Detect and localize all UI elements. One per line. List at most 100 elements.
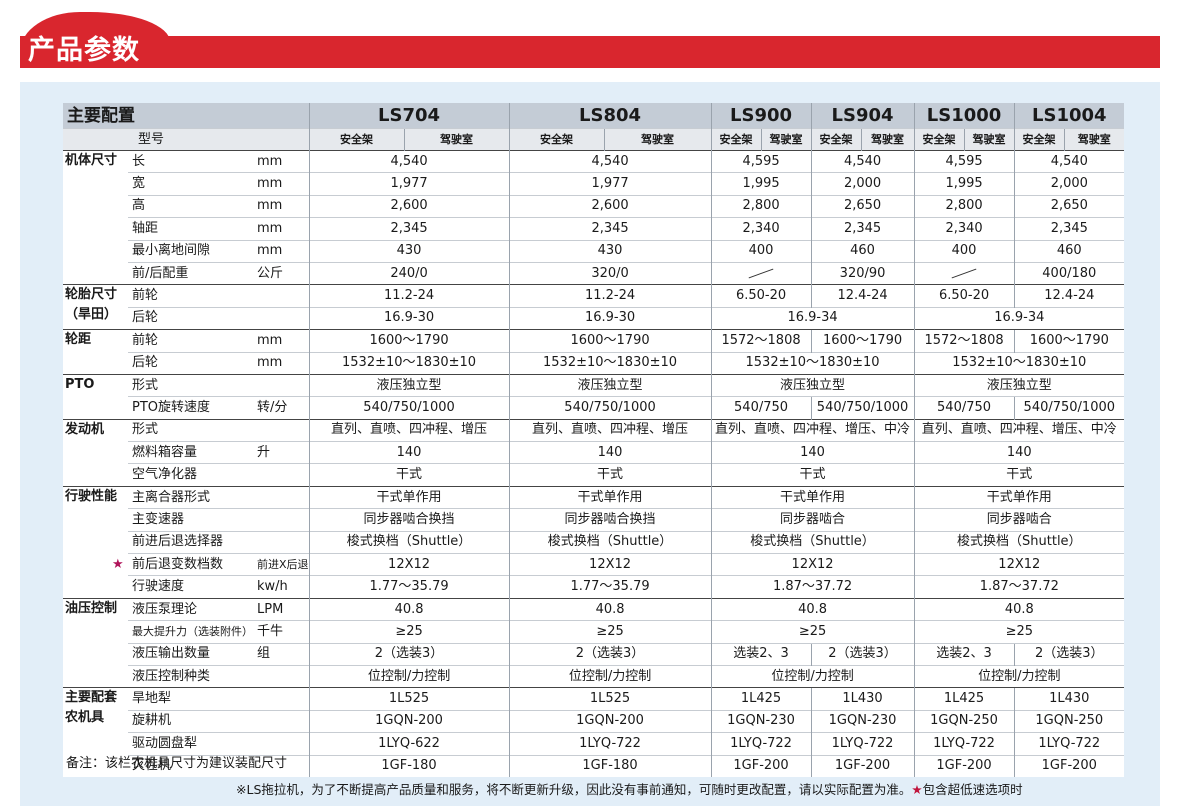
unit [253, 284, 310, 308]
value-cell [710, 261, 812, 285]
value: 2,340 [945, 220, 983, 236]
value: 干式 [799, 467, 826, 483]
value: 1LYQ-622 [378, 735, 440, 751]
value-cell: 400 [913, 239, 1015, 263]
value: 16.9-34 [994, 310, 1045, 326]
value: 1GF-200 [834, 758, 891, 774]
value: 4,595 [945, 153, 983, 169]
item: 主离合器形式 [128, 485, 253, 509]
value: 2,340 [742, 220, 780, 236]
item: 前轮 [128, 284, 253, 308]
value-cell: 1.87～37.72 [913, 575, 1125, 599]
group-label-line: 农机具 [65, 710, 105, 726]
value: 1572～1808 [924, 332, 1004, 348]
value: 1L425 [943, 691, 985, 707]
unit [253, 709, 310, 733]
value-cell: 液压独立型 [308, 373, 510, 397]
spec-row: 行驶性能 主离合器形式 干式单作用 干式单作用 干式单作用 干式单作用 [63, 485, 1125, 599]
header-row: 主要配置 LS704 LS804 LS900 LS904 LS1000 LS1004 [63, 103, 1125, 129]
unit: mm [253, 217, 310, 241]
value-cell [913, 261, 1015, 285]
value: 液压独立型 [780, 377, 846, 393]
spec-row: 行驶速度 kw/h 1.77～35.79 1.77～35.79 1.87～37.72 1.… [63, 575, 1125, 599]
spec-row: 宽 mm 1,977 1,977 1,995 2,000 1,995 2,000 [63, 172, 1125, 196]
value-cell: 12.4-24 [810, 284, 915, 308]
unit-text: mm [257, 198, 283, 214]
group-label: 机体尺寸 [63, 149, 128, 285]
group-label: 轮距 [63, 329, 128, 375]
value-cell: 位控制/力控制 [308, 664, 510, 688]
value: 1GQN-250 [930, 713, 998, 729]
value: 6.50-20 [735, 288, 787, 304]
value: 12.4-24 [837, 288, 888, 304]
item-text: 燃料箱容量 [132, 444, 198, 460]
value-cell: 320/90 [810, 261, 915, 285]
unit-text: 公斤 [257, 265, 284, 281]
value-cell: 16.9-34 [710, 306, 915, 330]
value: 1532±10～1830±10 [745, 355, 880, 371]
value-cell: 140 [308, 441, 510, 464]
value: 12X12 [589, 556, 632, 572]
group-label-line: 行驶性能 [65, 488, 118, 504]
value: 液压独立型 [986, 377, 1052, 393]
item-text: 后轮 [132, 355, 159, 371]
unit: 升 [253, 441, 310, 464]
item: 形式 [128, 373, 253, 397]
value-cell: 140 [508, 441, 712, 464]
value-cell: 2,650 [810, 194, 915, 218]
value-cell: 2（选装3） [508, 642, 712, 666]
value-cell: 直列、直喷、四冲程、增压 [508, 418, 712, 442]
value: 11.2-24 [584, 288, 636, 304]
value: 240/0 [390, 265, 428, 281]
value: 2,800 [945, 198, 983, 214]
value-cell: 1GQN-250 [913, 709, 1015, 733]
value-cell: 梭式换档（Shuttle） [913, 530, 1125, 554]
value: 1GF-200 [936, 758, 992, 774]
value: 2,650 [1050, 198, 1088, 214]
value: 位控制/力控制 [367, 668, 451, 684]
value-cell: 1GF-180 [308, 754, 510, 777]
value-cell: 2,650 [1013, 194, 1125, 218]
value: 4,540 [843, 153, 882, 169]
unit-text: mm [257, 332, 283, 348]
value-cell: 40.8 [308, 597, 510, 621]
value-cell: 2,600 [508, 194, 712, 218]
group-label: PTO [63, 373, 128, 420]
value: 4,595 [742, 153, 780, 169]
spec-row: 油压控制 液压泵理论 LPM 40.8 40.8 40.8 40.8 [63, 597, 1125, 688]
sub-header-row: 型号 安全架 驾驶室 安全架 驾驶室 安全架 驾驶室 安全架 驾驶室 安全架 驾驶室 安全架 驾驶室 [63, 128, 1125, 151]
item: 旱地犁 [128, 687, 253, 711]
item: 前轮 [128, 329, 253, 353]
value: 1532±10～1830±10 [952, 355, 1087, 371]
model-name: LS904 [810, 103, 915, 129]
value-cell: 4,540 [810, 149, 915, 173]
value-cell: 1600～1790 [810, 329, 915, 353]
item: 燃料箱容量 [128, 441, 253, 464]
value-cell: ≥25 [710, 620, 915, 644]
value: 梭式换档（Shuttle） [547, 534, 673, 550]
cab-type: 安全架 [710, 128, 762, 151]
value-cell: 1GQN-250 [1013, 709, 1125, 733]
item: 液压泵理论 [128, 597, 253, 621]
item: 最大提升力（选装附件） [128, 620, 253, 644]
value-cell: 1LYQ-722 [710, 732, 812, 756]
item: 最小离地间隙 [128, 239, 253, 263]
value: 1,995 [945, 176, 983, 192]
value-cell: 12X12 [710, 553, 915, 576]
value-cell: 12.4-24 [1013, 284, 1125, 308]
value: 430 [597, 243, 623, 259]
item: 高 [128, 194, 253, 218]
value: 12X12 [791, 556, 834, 572]
spec-row: 最大提升力（选装附件） 千牛 ≥25 ≥25 ≥25 ≥25 [63, 620, 1125, 644]
value: 16.9-34 [787, 310, 838, 326]
unit: 前进X后退 [253, 553, 310, 576]
spec-row: 后轮 mm 1532±10～1830±10 1532±10～1830±10 1532±1… [63, 351, 1125, 375]
value: 直列、直喷、四冲程、增压 [532, 422, 689, 438]
value: 400/180 [1042, 265, 1097, 281]
spec-row: 前/后配重 公斤 240/0 320/0 320/90 400/180 [63, 261, 1125, 285]
value: 400 [951, 243, 977, 259]
value: 140 [597, 444, 623, 460]
value: 同步器啮合 [986, 511, 1052, 527]
value-cell: 干式 [710, 463, 915, 487]
value: 2,345 [843, 220, 882, 236]
